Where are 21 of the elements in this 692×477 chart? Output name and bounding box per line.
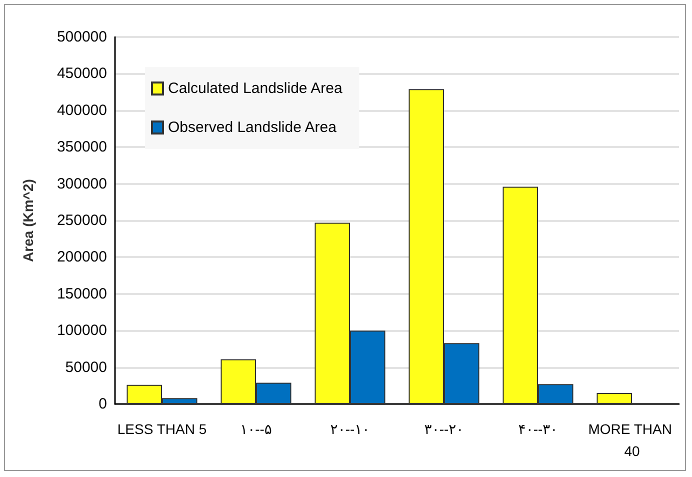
y-tick-label: 500000 — [56, 28, 107, 46]
y-tick-label: 250000 — [56, 212, 107, 229]
bar — [596, 392, 632, 404]
x-tick-label: ۱۰--۵ — [240, 421, 272, 437]
legend-label: Calculated Landslide Area — [168, 80, 343, 97]
y-tick-label: 50000 — [65, 358, 107, 376]
x-tick-label: ۴۰--۳۰ — [518, 421, 558, 437]
x-tick-label: LESS THAN 5 — [117, 421, 207, 437]
y-tick-label: 150000 — [56, 285, 107, 302]
y-axis-title: Area (Km^2) — [20, 179, 36, 262]
y-tick-label: 450000 — [56, 65, 107, 82]
x-tick-label: MORE THAN 40 — [588, 421, 676, 459]
legend-label: Observed Landslide Area — [168, 119, 338, 136]
y-tick-label: 200000 — [56, 248, 107, 266]
y-tick-label: 0 — [98, 396, 107, 412]
y-tick-label: 400000 — [56, 102, 107, 119]
x-tick-label: ۳۰--۲۰ — [424, 421, 464, 437]
y-tick-label: 300000 — [56, 175, 107, 192]
y-tick-label: 100000 — [56, 322, 107, 340]
x-tick-label: ۲۰--۱۰ — [330, 421, 370, 437]
y-tick-label: 350000 — [56, 138, 107, 156]
